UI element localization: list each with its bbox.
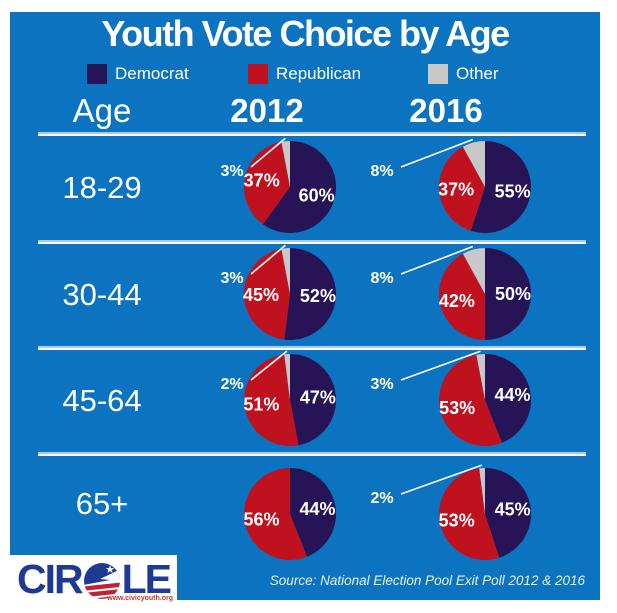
- pie-2016-30-44-label-other: 8%: [370, 270, 393, 287]
- pie-2016-30-44-slice-democrat: [485, 248, 531, 340]
- pie-2012-30-44: 52% 45%3%: [220, 244, 336, 340]
- row-divider: [38, 240, 586, 244]
- pie-2016-30-44-label-republican: 42%: [439, 291, 475, 311]
- pie-2016-45-64-label-republican: 53%: [439, 398, 475, 418]
- logo-website: www.civicyouth.org: [107, 595, 173, 602]
- row-divider: [38, 452, 586, 456]
- circle-logo-icon: ★: [83, 562, 120, 599]
- pie-2012-30-44-label-republican: 45%: [243, 285, 279, 305]
- pie-2016-45-64-label-democrat: 44%: [494, 385, 530, 405]
- pie-2012-45-64-slice-democrat: [290, 354, 337, 446]
- legend-label: Democrat: [115, 64, 189, 83]
- pie-2016-65+-slice-other: [479, 468, 485, 514]
- pie-2012-45-64-slice-republican: [244, 354, 299, 446]
- pie-2016-18-29-label-other: 8%: [370, 163, 393, 180]
- legend-item-democrat: Democrat: [87, 64, 189, 84]
- age-label-30-44: 30-44: [62, 277, 141, 312]
- svg-text:★: ★: [105, 564, 115, 576]
- pie-2016-18-29-slice-democrat: [470, 141, 532, 233]
- column-header-age: Age: [72, 92, 132, 129]
- pie-2012-30-44-slice-other: [281, 248, 290, 294]
- pie-2016-65+: 45% 53% 2%: [370, 464, 531, 560]
- pie-2012-18-29-label-democrat: 60%: [299, 186, 335, 206]
- pie-2016-30-44-slice-other: [462, 248, 485, 294]
- pie-2016-65+-label-republican: 53%: [439, 510, 475, 530]
- pie-rows: 18-29 60% 37% 3% 55% 37% 8% 30-44 52% 45% 3% 50% 42%…: [10, 12, 600, 600]
- chart-title: Youth Vote Choice by Age: [101, 13, 510, 54]
- age-row-18-29: 18-29 60%37%3%55%37%8%: [62, 137, 532, 233]
- pie-2012-30-44-label-other: 3%: [220, 270, 243, 287]
- column-header-2016: 2016: [409, 92, 483, 129]
- democrat-swatch: [87, 64, 107, 84]
- legend-item-other: Other: [428, 64, 499, 84]
- age-label-18-29: 18-29: [62, 170, 141, 205]
- legend-item-republican: Republican: [248, 64, 361, 84]
- pie-2016-45-64-label-other: 3%: [370, 376, 393, 393]
- pie-2016-18-29-callout-line: [400, 138, 474, 168]
- legend-label: Other: [456, 64, 499, 83]
- pie-2016-18-29-label-republican: 37%: [438, 180, 474, 200]
- pie-2012-45-64: 47% 51%2%: [220, 350, 337, 446]
- pie-2012-65+-slice-republican: [243, 468, 307, 560]
- logo-text-start: CIR: [16, 556, 84, 602]
- pie-2016-18-29-slice-republican: [439, 146, 485, 231]
- age-row-30-44: 30-44 52% 45%3% 50% 42% 8%: [62, 244, 531, 340]
- pie-2012-30-44-label-democrat: 52%: [300, 286, 336, 306]
- pie-2012-65+-label-democrat: 44%: [299, 499, 335, 519]
- pie-2016-18-29: 55% 37% 8%: [370, 138, 532, 233]
- logo-text-end: LE: [121, 556, 172, 602]
- pie-2016-65+-label-democrat: 45%: [495, 500, 531, 520]
- pie-2016-65+-callout-line: [400, 464, 483, 495]
- pie-2016-65+-slice-republican: [439, 468, 500, 560]
- pie-2016-30-44-callout-line: [400, 245, 474, 275]
- circle-logo: CIR ★ LE www.civicyouth.org: [10, 555, 177, 604]
- pie-2016-30-44-label-democrat: 50%: [495, 284, 531, 304]
- other-swatch: [428, 64, 448, 84]
- pie-2016-30-44-slice-republican: [439, 253, 485, 340]
- pie-2012-18-29-slice-democrat: [262, 141, 337, 233]
- row-divider: [38, 346, 586, 350]
- age-label-45-64: 45-64: [62, 383, 141, 418]
- age-label-65+: 65+: [76, 486, 129, 521]
- pie-2012-18-29: 60% 37%3%: [220, 137, 337, 233]
- pie-2012-65+-label-republican: 56%: [243, 509, 279, 529]
- chart-panel: Youth Vote Choice by Age Democrat Republ…: [10, 12, 600, 604]
- pie-2012-65+: 44% 56%: [243, 468, 336, 560]
- pie-2016-65+-label-other: 2%: [370, 490, 393, 507]
- republican-swatch: [248, 64, 268, 84]
- pie-2016-45-64-slice-democrat: [485, 354, 531, 443]
- pie-2012-45-64-callout-line: [250, 350, 288, 381]
- pie-2012-30-44-slice-democrat: [284, 248, 336, 340]
- column-header-2012: 2012: [230, 92, 304, 129]
- row-divider: [38, 132, 586, 136]
- pie-2012-65+-slice-democrat: [290, 468, 336, 557]
- pie-2012-45-64-slice-other: [284, 354, 290, 400]
- pie-2012-45-64-label-democrat: 47%: [300, 387, 336, 407]
- pie-2012-45-64-label-republican: 51%: [243, 395, 279, 415]
- pie-2016-65+-slice-democrat: [485, 468, 531, 558]
- pie-2012-18-29-label-republican: 37%: [244, 171, 280, 191]
- pie-2016-45-64-slice-republican: [439, 354, 502, 446]
- pie-2012-30-44-slice-republican: [243, 248, 290, 340]
- pie-2016-30-44: 50% 42% 8%: [370, 245, 531, 340]
- age-row-45-64: 45-64 47% 51%2% 44% 53% 3%: [62, 350, 531, 446]
- pie-2012-18-29-label-other: 3%: [220, 163, 243, 180]
- age-row-65+: 65+ 44% 56% 45% 53% 2%: [76, 464, 531, 560]
- pie-2012-30-44-callout-line: [250, 244, 286, 275]
- pie-2016-18-29-slice-other: [462, 141, 485, 187]
- pie-2016-18-29-label-democrat: 55%: [495, 181, 531, 201]
- legend-label: Republican: [276, 64, 362, 83]
- source-text: Source: National Election Pool Exit Poll…: [269, 573, 585, 588]
- pie-2016-45-64-slice-other: [476, 354, 485, 400]
- pie-2012-18-29-callout-line: [250, 137, 286, 168]
- pie-2016-45-64-callout-line: [400, 350, 481, 381]
- pie-2012-45-64-label-other: 2%: [220, 376, 243, 393]
- pie-2016-45-64: 44% 53% 3%: [370, 350, 531, 446]
- pie-2012-18-29-slice-other: [281, 141, 290, 187]
